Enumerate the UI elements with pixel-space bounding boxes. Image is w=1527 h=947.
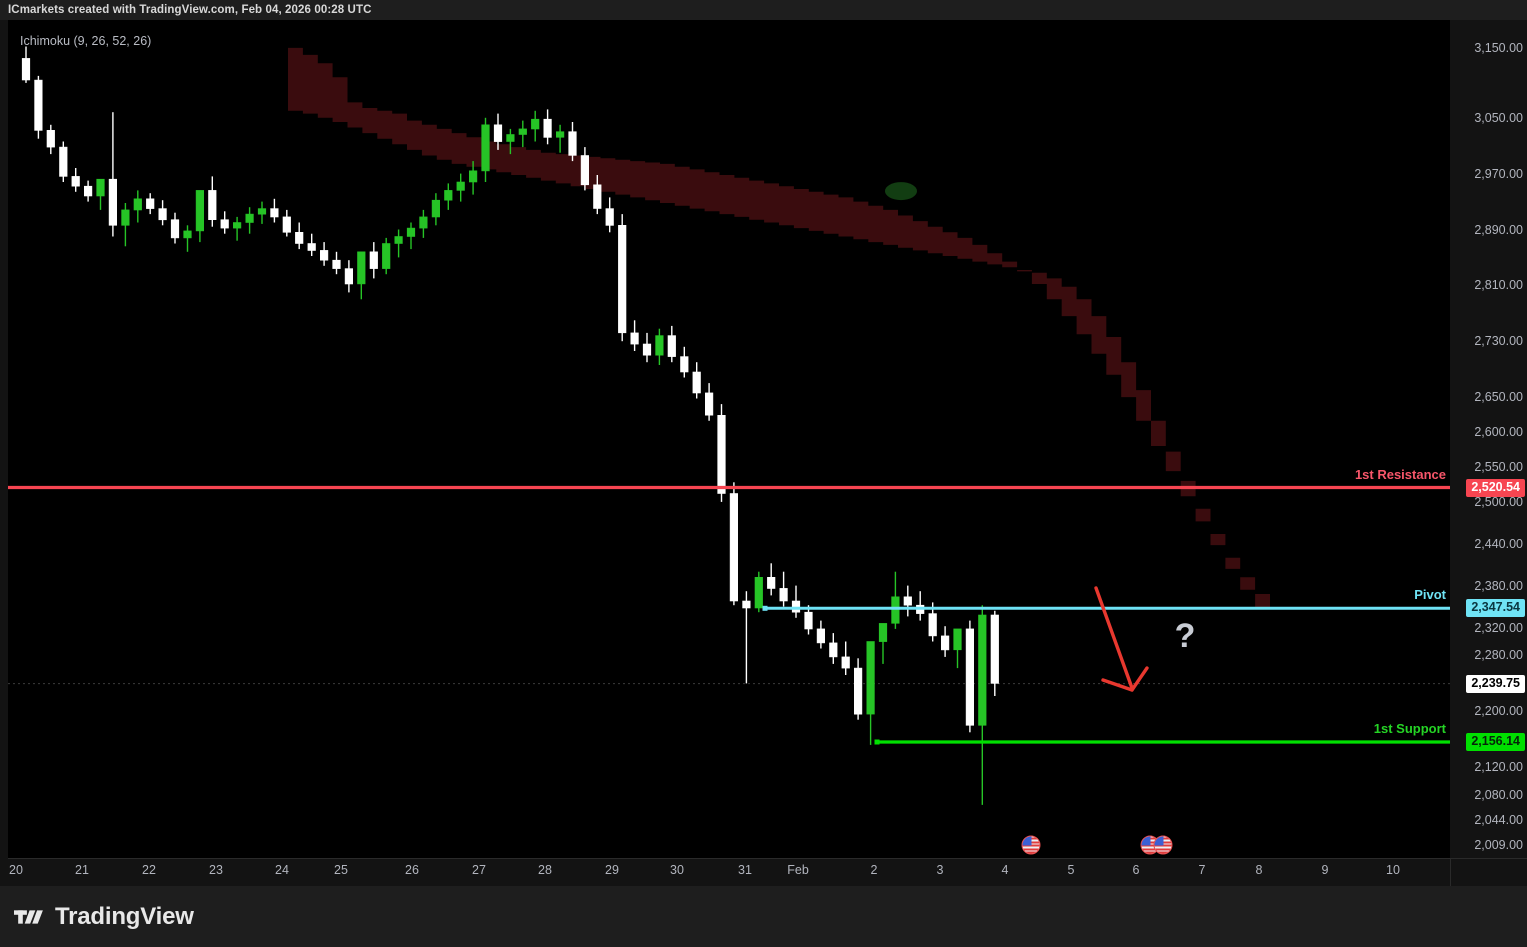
time-tick: 23 bbox=[209, 863, 223, 877]
price-tick: 2,320.00 bbox=[1474, 620, 1523, 635]
tradingview-logo-text: TradingView bbox=[55, 902, 194, 930]
price-tick: 2,380.00 bbox=[1474, 578, 1523, 593]
price-tick: 2,730.00 bbox=[1474, 334, 1523, 349]
price-level-badge[interactable]: 2,520.54 bbox=[1466, 478, 1525, 497]
price-tick: 3,150.00 bbox=[1474, 40, 1523, 55]
time-tick: 5 bbox=[1067, 863, 1075, 877]
price-tick: 2,650.00 bbox=[1474, 390, 1523, 405]
chart-canvas bbox=[8, 46, 1450, 805]
price-tick: 2,500.00 bbox=[1474, 494, 1523, 509]
time-scale[interactable]: 20 21 22 23 24 25 26 27 28 29 30 31 Feb 2 3 4 5 6 7 8 9 10 bbox=[8, 858, 1450, 886]
price-tick: 2,550.00 bbox=[1474, 459, 1523, 474]
price-tick: 2,044.00 bbox=[1474, 813, 1523, 828]
time-tick: 25 bbox=[334, 863, 348, 877]
time-tick: 10 bbox=[1386, 863, 1400, 877]
tradingview-logo[interactable]: TradingView bbox=[0, 903, 194, 931]
us-flag-icon[interactable] bbox=[1153, 835, 1173, 855]
price-tick: 2,440.00 bbox=[1474, 536, 1523, 551]
last-price-badge[interactable]: 2,239.75 bbox=[1466, 674, 1525, 693]
time-tick: 26 bbox=[405, 863, 419, 877]
time-tick: 6 bbox=[1132, 863, 1140, 877]
time-tick: 3 bbox=[936, 863, 944, 877]
time-tick: 24 bbox=[275, 863, 289, 877]
time-tick: 8 bbox=[1255, 863, 1263, 877]
price-tick: 2,120.00 bbox=[1474, 760, 1523, 775]
flag-canton bbox=[1141, 836, 1151, 845]
time-tick: 28 bbox=[538, 863, 552, 877]
price-tick: 2,200.00 bbox=[1474, 704, 1523, 719]
resistance-level-label: 1st Resistance bbox=[1354, 466, 1446, 482]
pivot-level-label: Pivot bbox=[1414, 587, 1446, 603]
flag-canton bbox=[1154, 836, 1164, 845]
chart-credit-text: ICmarkets created with TradingView.com, … bbox=[8, 4, 372, 16]
flag-canton bbox=[1022, 836, 1032, 845]
footer-bar: TradingView bbox=[0, 886, 1527, 947]
price-tick: 2,890.00 bbox=[1474, 222, 1523, 237]
us-flag-icon[interactable] bbox=[1021, 835, 1041, 855]
price-tick: 2,810.00 bbox=[1474, 278, 1523, 293]
time-tick: 7 bbox=[1198, 863, 1206, 877]
chart-credit-bar: ICmarkets created with TradingView.com, … bbox=[0, 0, 1527, 20]
question-mark-annotation: ? bbox=[1174, 617, 1196, 655]
tradingview-logo-icon bbox=[14, 909, 43, 924]
time-tick: 27 bbox=[472, 863, 486, 877]
price-tick: 2,970.00 bbox=[1474, 166, 1523, 181]
time-tick: 29 bbox=[605, 863, 619, 877]
time-tick: 20 bbox=[9, 863, 23, 877]
time-tick: 4 bbox=[1001, 863, 1009, 877]
time-tick: 31 bbox=[738, 863, 752, 877]
down-arrow-annotation bbox=[1094, 586, 1149, 692]
time-tick: 21 bbox=[75, 863, 89, 877]
time-tick: 30 bbox=[670, 863, 684, 877]
price-tick: 2,009.00 bbox=[1474, 837, 1523, 852]
price-tick: 2,600.00 bbox=[1474, 425, 1523, 440]
chart-plot-area[interactable]: Ichimoku (9, 26, 52, 26) bbox=[8, 20, 1450, 858]
support-level-label: 1st Support bbox=[1373, 720, 1446, 736]
scale-corner bbox=[1450, 858, 1527, 886]
price-tick: 2,280.00 bbox=[1474, 648, 1523, 663]
price-level-badge[interactable]: 2,156.14 bbox=[1466, 732, 1525, 752]
price-level-badge[interactable]: 2,347.54 bbox=[1466, 599, 1525, 618]
price-tick: 3,050.00 bbox=[1474, 110, 1523, 125]
time-tick: 22 bbox=[142, 863, 156, 877]
time-tick: Feb bbox=[787, 863, 809, 877]
price-scale[interactable]: 3,150.00 3,050.00 2,970.00 2,890.00 2,810.00… bbox=[1450, 20, 1527, 858]
time-tick: 9 bbox=[1321, 863, 1329, 877]
price-tick: 2,080.00 bbox=[1474, 788, 1523, 803]
time-tick: 2 bbox=[870, 863, 878, 877]
